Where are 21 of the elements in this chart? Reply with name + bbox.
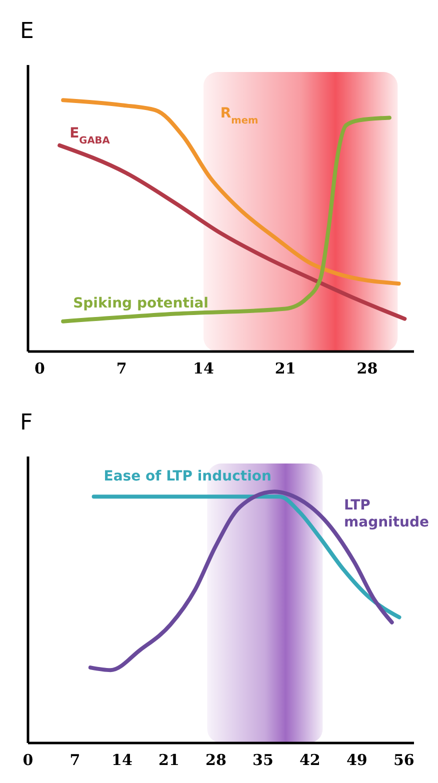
x-tick-label: 0 <box>34 360 45 378</box>
x-tick-label: 21 <box>158 751 180 769</box>
series-label: Spiking potential <box>73 295 208 312</box>
x-tick-label: 14 <box>193 360 214 378</box>
x-tick-label: 7 <box>70 751 80 769</box>
series-label: E$_{GABA}$ <box>70 125 110 146</box>
x-tick-label: 35 <box>252 751 274 769</box>
series-label: LTP magnitude <box>344 497 430 530</box>
x-tick-label: 21 <box>274 360 296 378</box>
series-label: Ease of LTP induction <box>104 468 272 485</box>
chart-title: E <box>20 19 34 44</box>
x-tick-label: 7 <box>116 360 127 378</box>
x-tick-label: 42 <box>300 751 320 769</box>
x-tick-label: 28 <box>356 360 378 378</box>
x-tick-label: 56 <box>393 751 414 769</box>
x-tick-label: 28 <box>206 751 226 769</box>
chart-title: F <box>20 410 33 436</box>
x-tick-label: 14 <box>112 751 132 769</box>
text: R$_{mem}$ <box>220 105 258 126</box>
x-tick-label: 49 <box>346 751 368 769</box>
x-tick-label: 0 <box>22 751 34 769</box>
